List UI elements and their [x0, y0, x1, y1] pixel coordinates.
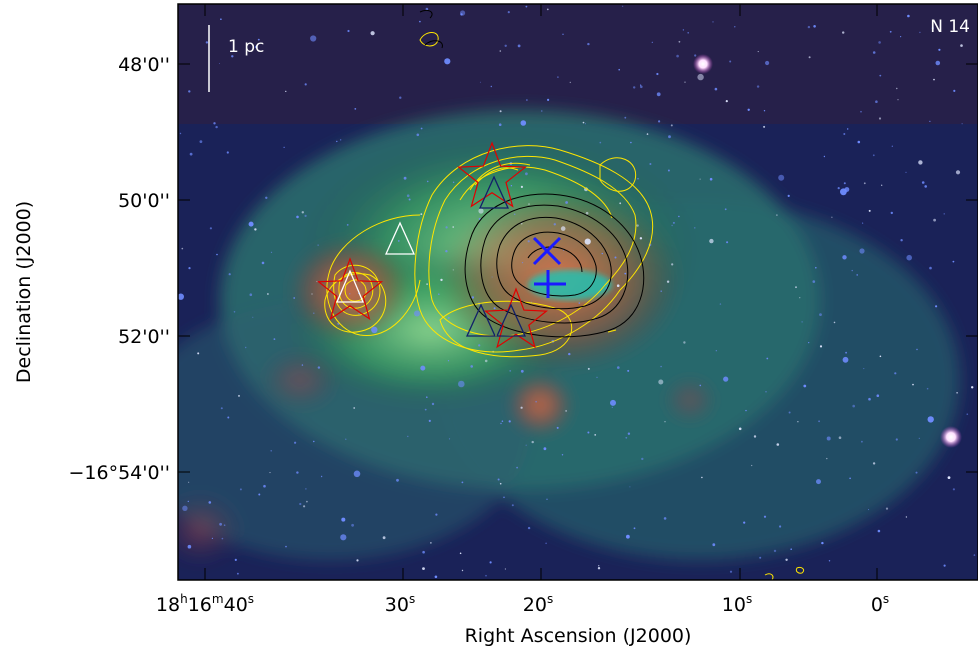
triangle-marker — [336, 269, 364, 303]
triangle-marker — [495, 303, 527, 337]
y-axis-title: Declination (J2000) — [13, 201, 35, 383]
x-axis-title: Right Ascension (J2000) — [465, 625, 692, 647]
x-tick-label: 30s — [385, 592, 415, 616]
triangle-marker — [478, 175, 510, 209]
star-field — [178, 5, 976, 579]
triangle-markers — [336, 175, 527, 337]
y-tick-label: 48'0'' — [118, 54, 170, 76]
x-tick-label: 0s — [871, 592, 889, 616]
star-markers — [316, 141, 549, 349]
x-tick-label: 10s — [722, 592, 752, 616]
sky-image: 1 pc N 14 — [178, 4, 978, 580]
y-tick-labels: 48'0'' 50'0'' 52'0'' −16°54'0'' — [68, 54, 170, 484]
x-tick-labels: 18h16m40s 30s 20s 10s 0s — [156, 592, 889, 616]
x-marker — [532, 236, 562, 266]
y-tick-label: 50'0'' — [118, 190, 170, 212]
triangle-marker — [384, 221, 416, 255]
y-tick-label: 52'0'' — [118, 326, 170, 348]
bright-star — [693, 54, 713, 74]
plus-marker — [534, 270, 566, 298]
star-marker — [457, 141, 527, 208]
region-label: N 14 — [930, 17, 970, 37]
yellow-contours — [324, 32, 805, 580]
x-tick-label: 20s — [523, 592, 553, 616]
star-marker — [316, 257, 384, 321]
y-tick-label: −16°54'0'' — [68, 462, 170, 484]
star-marker — [483, 287, 549, 349]
x-tick-label-first: 18h16m40s — [156, 592, 254, 616]
axis-ticks — [178, 4, 978, 580]
bright-star — [940, 426, 962, 448]
triangle-marker — [465, 303, 497, 337]
plot-frame — [177, 3, 978, 581]
cross-markers — [532, 236, 566, 298]
scale-bar-label: 1 pc — [228, 37, 264, 57]
